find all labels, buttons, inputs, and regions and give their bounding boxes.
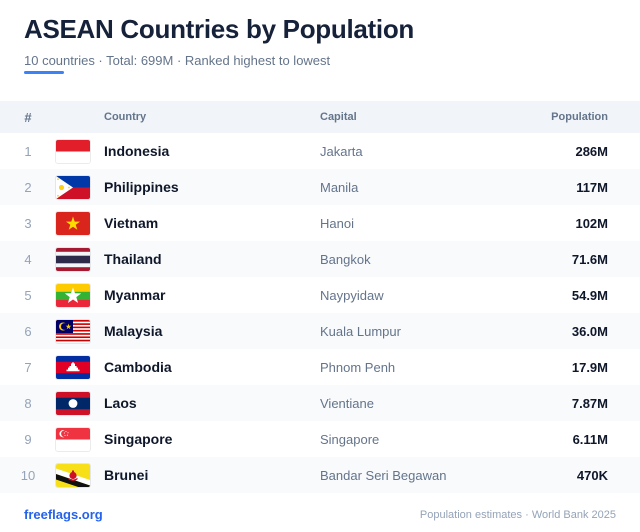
country-cell: Philippines: [104, 179, 179, 195]
rank-cell: 8: [24, 395, 32, 411]
table-row: 8 Laos Vientiane 7.87M: [0, 385, 640, 421]
population-cell: 71.6M: [571, 251, 608, 267]
rank-cell: 2: [24, 179, 32, 195]
country-cell: Myanmar: [104, 287, 166, 303]
table-row: 5 Myanmar Naypyidaw 54.9M: [0, 277, 640, 313]
population-table: # Country Capital Population 1 Indonesia…: [0, 101, 640, 493]
thailand-flag-icon: [56, 247, 90, 271]
capital-cell: Singapore: [320, 431, 380, 447]
title-accent-bar: [24, 71, 64, 74]
singapore-flag-icon: [56, 427, 90, 451]
population-cell: 470K: [576, 467, 608, 483]
indonesia-flag-icon: [56, 139, 90, 163]
rank-cell: 3: [24, 215, 32, 231]
country-cell: Brunei: [104, 467, 149, 483]
capital-column-header: Capital: [320, 111, 357, 123]
table-row: 4 Thailand Bangkok 71.6M: [0, 241, 640, 277]
country-cell: Cambodia: [104, 359, 172, 375]
philippines-flag-icon: [56, 175, 90, 199]
country-cell: Malaysia: [104, 323, 163, 339]
population-cell: 36.0M: [571, 323, 608, 339]
country-cell: Laos: [104, 395, 137, 411]
cambodia-flag-icon: [56, 355, 90, 379]
brunei-flag-icon: [56, 463, 90, 487]
capital-cell: Naypyidaw: [320, 287, 384, 303]
country-cell: Vietnam: [104, 215, 159, 231]
population-cell: 54.9M: [571, 287, 608, 303]
capital-cell: Vientiane: [320, 395, 374, 411]
table-header-row: # Country Capital Population: [0, 101, 640, 133]
population-cell: 7.87M: [571, 395, 608, 411]
flag-column-header: [56, 101, 104, 133]
country-cell: Singapore: [104, 431, 173, 447]
capital-cell: Manila: [320, 179, 359, 195]
rank-cell: 1: [24, 143, 32, 159]
country-column-header: Country: [104, 111, 147, 123]
malaysia-flag-icon: [56, 319, 90, 343]
country-cell: Indonesia: [104, 143, 170, 159]
table-row: 3 Vietnam Hanoi 102M: [0, 205, 640, 241]
page-header: ASEAN Countries by Population 10 countri…: [24, 12, 616, 70]
rank-cell: 9: [24, 431, 32, 447]
country-cell: Thailand: [104, 251, 162, 267]
rank-cell: 10: [20, 467, 36, 483]
laos-flag-icon: [56, 391, 90, 415]
capital-cell: Hanoi: [320, 215, 354, 231]
capital-cell: Kuala Lumpur: [320, 323, 401, 339]
population-cell: 102M: [575, 215, 608, 231]
table-row: 9 Singapore Singapore 6.11M: [0, 421, 640, 457]
population-cell: 6.11M: [572, 431, 608, 447]
capital-cell: Bangkok: [320, 251, 371, 267]
rank-cell: 7: [24, 359, 32, 375]
capital-cell: Phnom Penh: [320, 359, 396, 375]
table-row: 7 Cambodia Phnom Penh 17.9M: [0, 349, 640, 385]
table-row: 2 Philippines Manila 117M: [0, 169, 640, 205]
table-row: 1 Indonesia Jakarta 286M: [0, 133, 640, 169]
rank-cell: 6: [24, 323, 32, 339]
page-footer: freeflags.org Population estimates · Wor…: [24, 506, 616, 524]
population-cell: 117M: [576, 179, 608, 195]
table-row: 6 Malaysia Kuala Lumpur: [0, 313, 640, 349]
population-column-header: Population: [551, 111, 608, 123]
capital-cell: Bandar Seri Begawan: [320, 467, 447, 483]
rank-cell: 4: [24, 251, 32, 267]
table-row: 10 Brunei Bandar Seri Begawan 470K: [0, 457, 640, 493]
footer-brand-link[interactable]: freeflags.org: [24, 507, 103, 522]
page-subtitle: 10 countries · Total: 699M · Ranked high…: [24, 53, 331, 68]
myanmar-flag-icon: [56, 283, 90, 307]
rank-cell: 5: [24, 287, 32, 303]
page-title: ASEAN Countries by Population: [24, 14, 414, 44]
capital-cell: Jakarta: [320, 143, 363, 159]
vietnam-flag-icon: [56, 211, 90, 235]
footer-source-note: Population estimates · World Bank 2025: [419, 509, 616, 521]
population-cell: 286M: [575, 143, 608, 159]
population-cell: 17.9M: [571, 359, 608, 375]
rank-column-header: #: [24, 109, 32, 125]
